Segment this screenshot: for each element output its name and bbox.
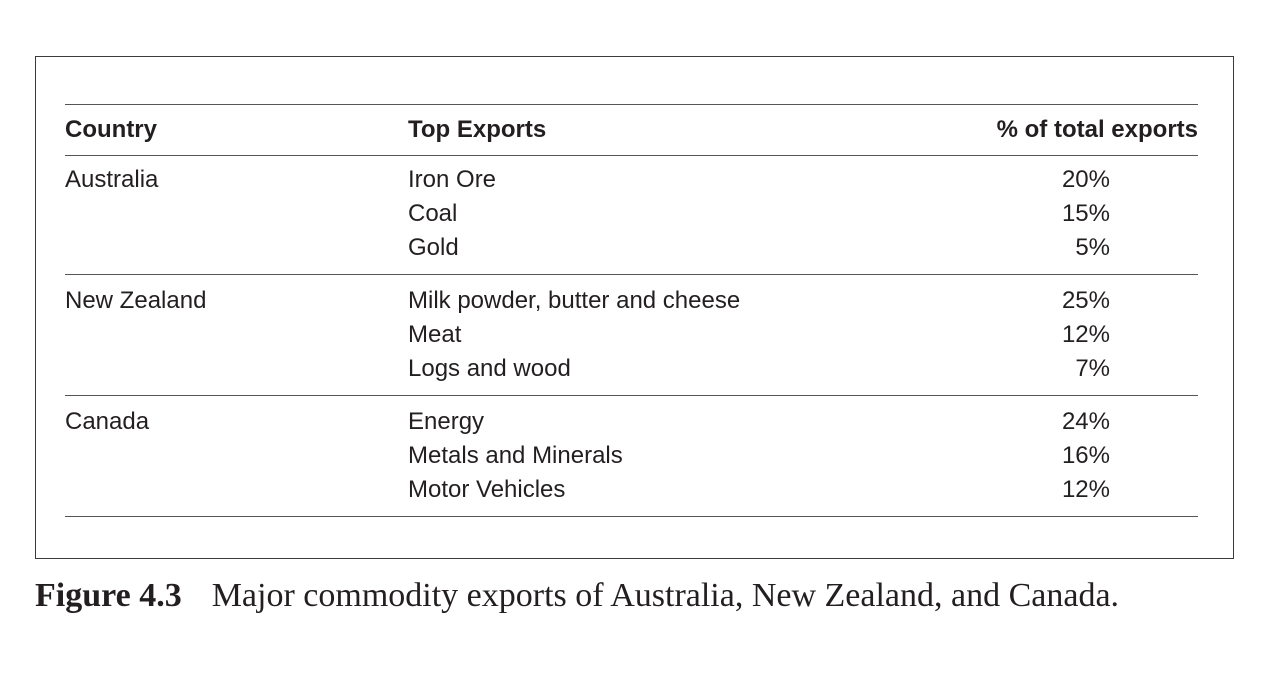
share-cell: 12% [1061,321,1110,348]
export-cell: Meat [408,321,462,348]
table-rule [65,104,1198,105]
share-cell: 15% [1061,200,1110,227]
header-cell: Country [65,116,157,143]
caption: Figure 4.3 Major commodity exports of Aus… [35,576,1135,616]
share-cell: 12% [1061,476,1110,503]
export-cell: Gold [408,234,459,261]
share-cell: 20% [1061,166,1110,193]
caption-text: Major commodity exports of Australia, Ne… [211,577,1120,614]
export-cell: Motor Vehicles [408,476,566,503]
header-cell: % of total exports [996,116,1198,143]
export-cell: Energy [408,408,485,435]
export-cell: Iron Ore [408,166,497,193]
figure-frame [35,56,1234,559]
table-rule [65,155,1198,156]
export-cell: Logs and wood [408,355,571,382]
export-cell: Milk powder, butter and cheese [408,287,741,314]
country-cell: New Zealand [65,287,207,314]
table-rule [65,516,1198,517]
share-cell: 7% [1075,355,1110,382]
share-cell: 25% [1061,287,1110,314]
export-cell: Metals and Minerals [408,442,623,469]
header-cell: Top Exports [408,116,547,143]
share-cell: 24% [1061,408,1110,435]
country-cell: Canada [65,408,150,435]
caption-label: Figure 4.3 [35,577,182,614]
share-cell: 16% [1061,442,1110,469]
export-cell: Coal [408,200,458,227]
share-cell: 5% [1075,234,1110,261]
table-rule [65,274,1198,275]
table-rule [65,395,1198,396]
country-cell: Australia [65,166,159,193]
